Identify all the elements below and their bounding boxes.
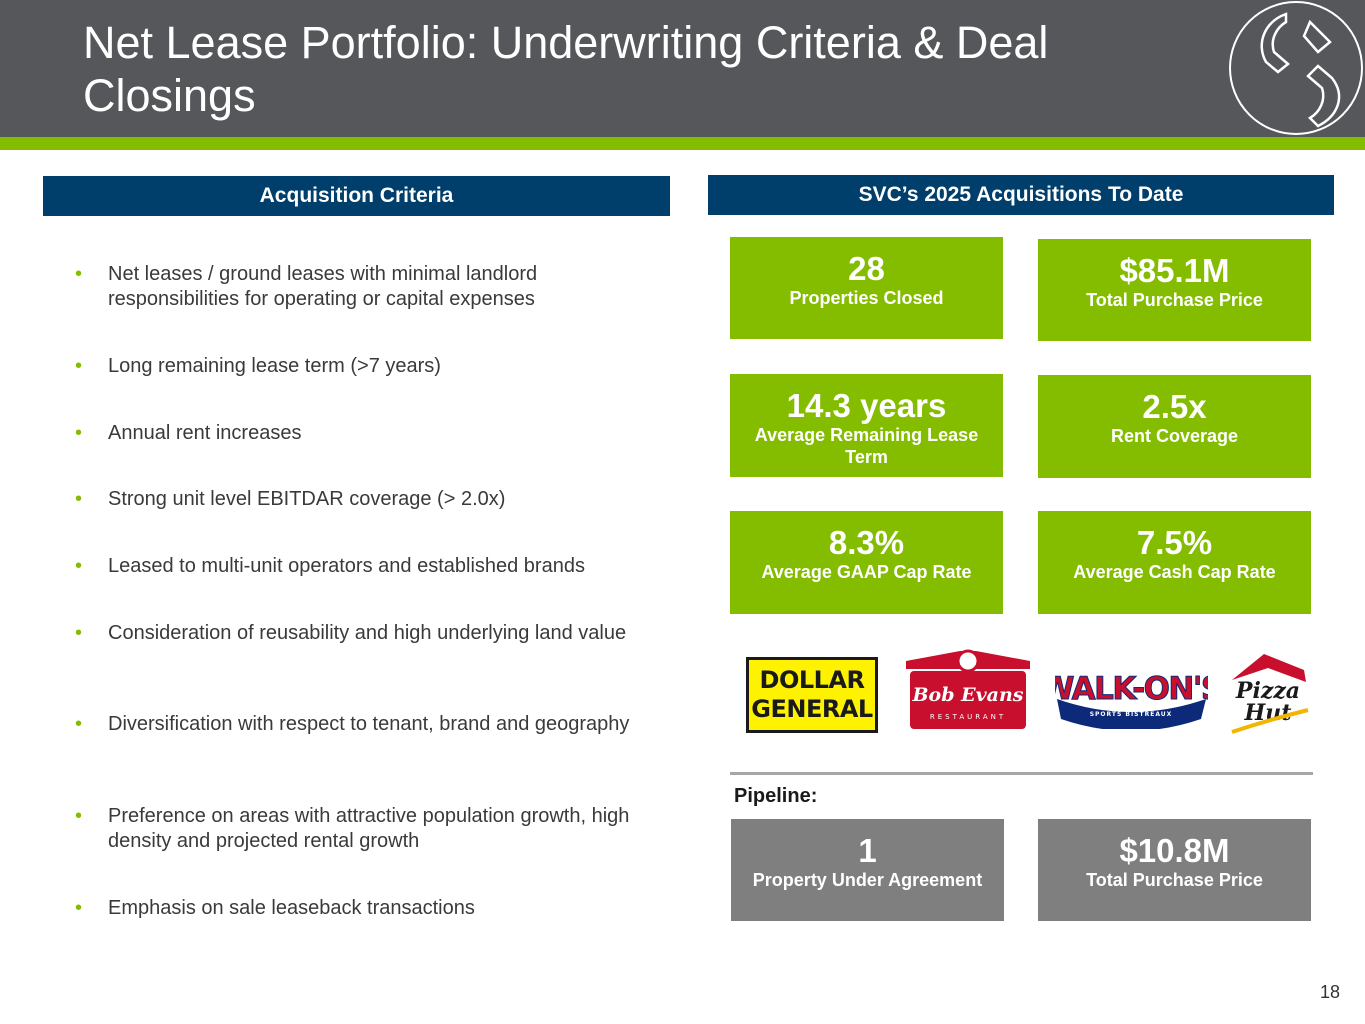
acquisition-criteria-heading: Acquisition Criteria — [43, 176, 670, 216]
bob-evans-logo: Bob Evans RESTAURANT — [906, 649, 1030, 729]
svg-text:Bob Evans: Bob Evans — [912, 684, 1024, 706]
bullet-icon: • — [75, 263, 83, 285]
criteria-item: • Emphasis on sale leaseback transactions — [75, 897, 475, 919]
svg-text:WALK-ON'S: WALK-ON'S — [1055, 671, 1208, 707]
stat-label: Total Purchase Price — [1086, 870, 1263, 890]
stat-value: 8.3% — [828, 524, 905, 561]
stat-value: 28 — [848, 250, 885, 287]
stat-label: Average GAAP Cap Rate — [761, 562, 972, 582]
criteria-item: • Long remaining lease term (>7 years) — [75, 355, 441, 377]
stat-label: Total Purchase Price — [1086, 290, 1263, 310]
header-band: Net Lease Portfolio: Underwriting Criter… — [0, 0, 1365, 137]
criteria-item: • Preference on areas with attractive pop… — [75, 805, 630, 852]
stat-total-purchase-price: $85.1M Total Purchase Price — [1038, 239, 1311, 341]
stat-label: Average Remaining Lease Term — [754, 425, 979, 467]
bullet-icon: • — [75, 355, 83, 377]
stat-value: 2.5x — [1142, 388, 1207, 425]
dollar-general-logo: DOLLAR GENERAL — [746, 657, 878, 733]
header-accent-stripe — [0, 137, 1365, 150]
pizza-hut-logo: Pizza Hut — [1231, 654, 1309, 734]
pipeline-divider — [730, 772, 1313, 775]
stat-gaap-cap-rate: 8.3% Average GAAP Cap Rate — [730, 511, 1003, 614]
stat-property-under-agreement: 1 Property Under Agreement — [731, 819, 1004, 921]
criteria-item: • Annual rent increases — [75, 422, 302, 444]
stat-label: Average Cash Cap Rate — [1073, 562, 1276, 582]
stat-value: $85.1M — [1119, 252, 1230, 289]
page-title: Net Lease Portfolio: Underwriting Criter… — [83, 17, 1049, 121]
criteria-item: • Leased to multi-unit operators and esta… — [75, 555, 585, 577]
stat-value: 7.5% — [1136, 524, 1213, 561]
walk-ons-logo: WALK-ON'S SPORTS BISTREAUX — [1055, 671, 1208, 729]
criteria-item: • Consideration of reusability and high u… — [75, 622, 627, 644]
stat-properties-closed: 28 Properties Closed — [730, 237, 1003, 339]
bullet-icon: • — [75, 488, 83, 510]
criteria-item: • Diversification with respect to tenant,… — [75, 713, 630, 735]
company-logo-icon — [1229, 1, 1363, 135]
bullet-icon: • — [75, 713, 83, 735]
pipeline-label: Pipeline: — [734, 785, 818, 807]
stat-label: Properties Closed — [789, 288, 944, 308]
criteria-item: • Net leases / ground leases with minimal… — [75, 263, 538, 310]
stat-cash-cap-rate: 7.5% Average Cash Cap Rate — [1038, 511, 1311, 614]
stat-value: 14.3 years — [786, 387, 947, 424]
bullet-icon: • — [75, 897, 83, 919]
page-number: 18 — [1319, 982, 1340, 1002]
svg-text:SPORTS BISTREAUX: SPORTS BISTREAUX — [1090, 711, 1173, 718]
stat-value: $10.8M — [1119, 832, 1230, 869]
criteria-item: • Strong unit level EBITDAR coverage (> 2… — [75, 488, 506, 510]
stat-pipeline-purchase-price: $10.8M Total Purchase Price — [1038, 819, 1311, 921]
acquisitions-heading: SVC’s 2025 Acquisitions To Date — [708, 175, 1334, 215]
bullet-icon: • — [75, 622, 83, 644]
bullet-icon: • — [75, 422, 83, 444]
stat-value: 1 — [858, 832, 877, 869]
svg-text:Pizza: Pizza — [1235, 678, 1300, 704]
stat-rent-coverage: 2.5x Rent Coverage — [1038, 375, 1311, 478]
svg-text:RESTAURANT: RESTAURANT — [930, 713, 1006, 721]
stat-label: Rent Coverage — [1110, 426, 1239, 446]
stat-remaining-lease-term: 14.3 years Average Remaining Lease Term — [730, 374, 1003, 477]
bullet-icon: • — [75, 805, 83, 827]
bullet-icon: • — [75, 555, 83, 577]
stat-label: Property Under Agreement — [752, 870, 983, 890]
